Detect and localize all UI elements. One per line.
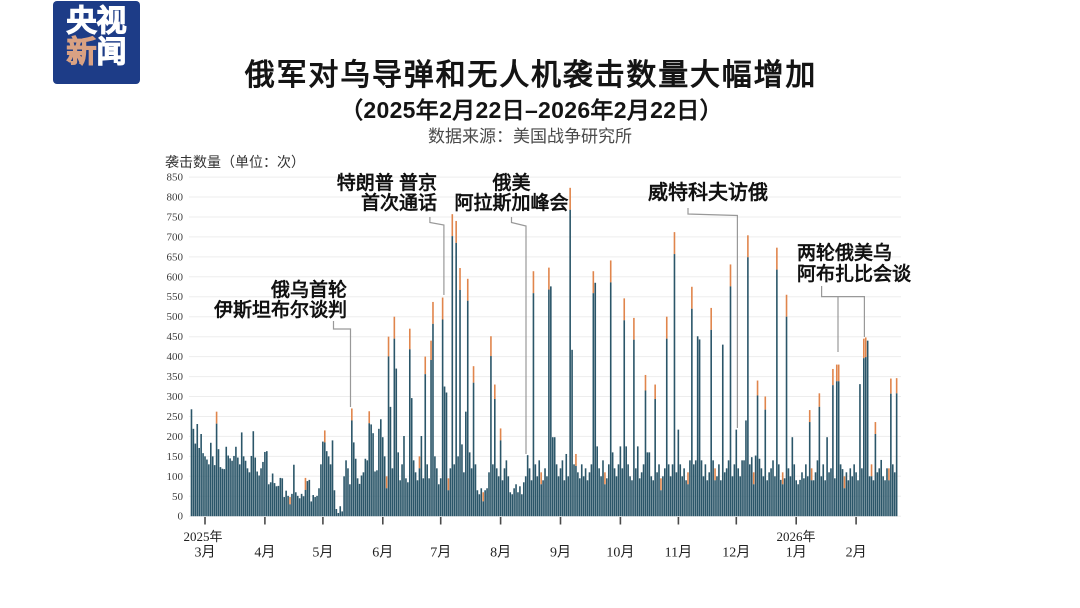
svg-text:650: 650 (167, 251, 184, 263)
svg-text:200: 200 (167, 431, 184, 443)
svg-text:1月: 1月 (786, 545, 807, 561)
svg-text:300: 300 (167, 391, 184, 403)
svg-text:750: 750 (167, 212, 184, 224)
svg-text:3月: 3月 (195, 545, 216, 561)
svg-text:5月: 5月 (312, 545, 333, 561)
svg-text:9月: 9月 (550, 545, 571, 561)
svg-text:0: 0 (178, 511, 184, 523)
svg-text:2025年: 2025年 (183, 529, 222, 544)
svg-text:550: 550 (167, 291, 184, 303)
svg-text:50: 50 (172, 491, 184, 503)
svg-text:6月: 6月 (372, 545, 393, 561)
svg-text:150: 150 (167, 451, 184, 463)
svg-text:800: 800 (167, 192, 184, 204)
svg-text:12月: 12月 (722, 545, 750, 561)
svg-text:500: 500 (167, 311, 184, 323)
svg-text:8月: 8月 (490, 545, 511, 561)
svg-text:10月: 10月 (606, 545, 634, 561)
svg-text:350: 350 (167, 371, 184, 383)
svg-text:400: 400 (167, 351, 184, 363)
svg-text:450: 450 (167, 331, 184, 343)
svg-text:2026年: 2026年 (776, 529, 815, 544)
svg-text:11月: 11月 (665, 545, 692, 561)
svg-text:700: 700 (167, 231, 184, 243)
svg-text:7月: 7月 (430, 545, 451, 561)
svg-text:600: 600 (167, 271, 184, 283)
svg-text:100: 100 (167, 471, 184, 483)
svg-text:4月: 4月 (254, 545, 275, 561)
svg-text:850: 850 (167, 172, 184, 184)
svg-text:250: 250 (167, 411, 184, 423)
svg-text:2月: 2月 (846, 545, 867, 561)
